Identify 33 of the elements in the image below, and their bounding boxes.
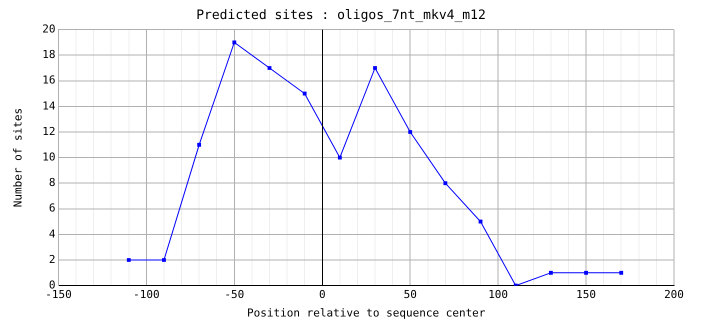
x-tick-label: -100: [133, 288, 160, 302]
point: [338, 156, 342, 160]
point: [443, 181, 448, 186]
y-tick-label: 6: [48, 202, 56, 215]
point: [268, 66, 272, 70]
point: [373, 66, 377, 70]
x-tick-label: 100: [488, 288, 508, 302]
point: [478, 220, 482, 224]
y-tick-label: 20: [42, 22, 56, 36]
point: [232, 40, 236, 44]
y-axis-title: Number of sites: [11, 108, 24, 208]
point: [302, 92, 307, 96]
x-tick-label: 200: [664, 288, 684, 302]
x-axis-title: Position relative to sequence center: [247, 306, 486, 320]
x-tick-label: 150: [576, 288, 596, 302]
y-tick-label: 10: [42, 150, 56, 164]
point: [548, 270, 553, 275]
point: [584, 270, 588, 275]
chart-title: Predicted sites : oligos_7nt_mkv4_m12: [196, 8, 486, 24]
y-tick-label: 14: [42, 99, 56, 112]
point: [162, 258, 166, 262]
x-tick-label: -50: [224, 288, 244, 302]
point: [197, 142, 202, 147]
y-tick-label: 12: [42, 124, 56, 138]
y-tick-label: 8: [48, 176, 56, 190]
point: [408, 130, 412, 134]
y-tick-label: 2: [48, 252, 56, 266]
point: [126, 258, 131, 262]
y-tick-label: 18: [42, 48, 56, 62]
x-tick-label: 0: [318, 288, 326, 302]
y-tick-label: 16: [42, 74, 56, 87]
x-tick-label: 50: [404, 288, 417, 302]
y-tick-label: 4: [48, 227, 56, 240]
